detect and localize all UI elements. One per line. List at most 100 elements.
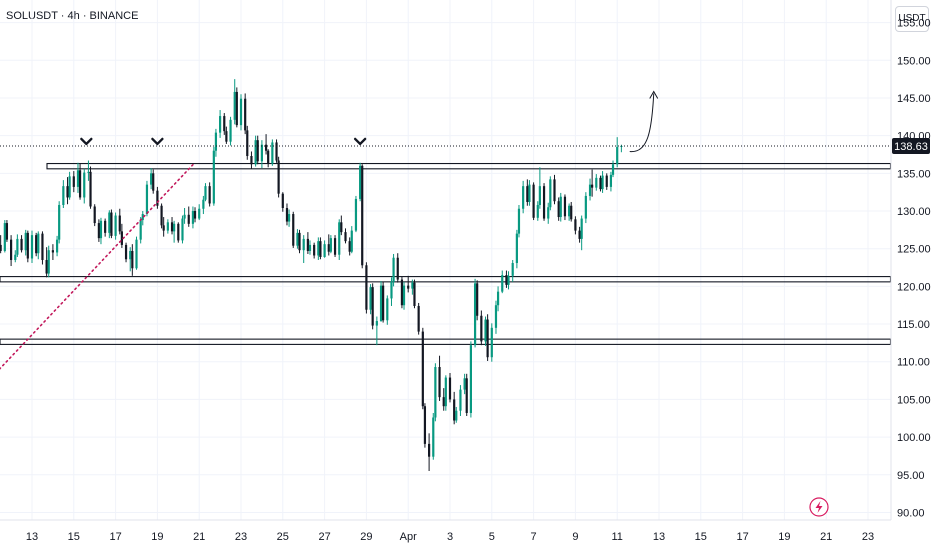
support-zone-0[interactable] (46, 162, 892, 170)
candle (354, 195, 358, 233)
drawings (0, 90, 659, 467)
candle (496, 286, 500, 312)
candle (359, 162, 362, 202)
candle (536, 201, 539, 221)
candle (308, 240, 312, 255)
candle (382, 281, 385, 323)
lightning-icon[interactable] (809, 497, 829, 517)
candle (51, 244, 54, 260)
candle (476, 280, 479, 321)
price-tick-label: 100.00 (897, 432, 931, 444)
time-tick-label: 9 (572, 531, 578, 543)
candle (287, 209, 291, 227)
candle (271, 139, 274, 166)
top-marker-icon (80, 137, 93, 146)
candle (10, 235, 13, 267)
candle (386, 295, 389, 325)
candle (58, 201, 61, 244)
candle (319, 237, 322, 260)
candle (233, 79, 236, 125)
candle (609, 171, 613, 192)
support-zone-1[interactable] (0, 276, 892, 283)
candle (198, 204, 201, 221)
candle (20, 235, 23, 253)
price-tick-label: 125.00 (897, 244, 931, 256)
candle (162, 217, 165, 237)
candle (448, 373, 452, 403)
candle (480, 310, 483, 346)
time-tick-label: 17 (109, 531, 121, 543)
time-tick-label: 17 (736, 531, 748, 543)
candle (285, 203, 289, 226)
candle (369, 284, 372, 315)
candle (193, 207, 197, 223)
candle (0, 235, 2, 254)
candle (605, 173, 608, 190)
candle (400, 276, 404, 309)
candle (267, 149, 270, 168)
candle (411, 279, 414, 295)
candle (156, 186, 159, 209)
candle (549, 176, 552, 211)
time-tick-label: Apr (400, 531, 417, 543)
time-tick-label: 13 (653, 531, 665, 543)
candle (526, 179, 529, 206)
candle (41, 231, 44, 265)
candle (83, 168, 86, 204)
time-tick-label: 5 (489, 531, 495, 543)
candle (323, 240, 326, 258)
candle (317, 237, 320, 260)
candle (465, 373, 468, 416)
candle (26, 230, 29, 263)
candle (538, 167, 541, 209)
candle (177, 222, 180, 243)
projection-arrow-icon (629, 93, 655, 152)
candle (563, 194, 567, 221)
candle (89, 166, 92, 209)
candle (76, 162, 80, 193)
grid (0, 0, 891, 520)
candle (392, 253, 395, 287)
price-tick-label: 110.00 (897, 357, 930, 369)
current-price-tag: 138.63 (0, 137, 930, 154)
candle (522, 180, 525, 214)
time-tick-label: 15 (695, 531, 707, 543)
currency-button[interactable]: USDT (895, 6, 929, 32)
candle (225, 126, 228, 144)
time-tick-label: 27 (318, 531, 330, 543)
candle (568, 203, 571, 221)
candle (455, 406, 458, 423)
candle (532, 182, 535, 221)
time-tick-label: 19 (778, 531, 790, 543)
price-tick-label: 90.00 (897, 507, 925, 519)
candle (371, 283, 374, 330)
candle (515, 229, 518, 269)
candle (16, 234, 19, 257)
support-zone-2[interactable] (0, 338, 892, 345)
candle (557, 197, 560, 221)
candle (55, 235, 59, 257)
candle (494, 300, 498, 334)
time-axis: 13 15 17 19 21 23 25 27 29 Apr 3 5 7 9 11 13 15 17 19 21 23 (26, 531, 874, 543)
candle (578, 226, 581, 243)
candle (277, 156, 280, 198)
candle (473, 278, 477, 348)
ascending-trendline[interactable] (0, 162, 196, 467)
candle (402, 281, 406, 310)
time-tick-label: 15 (68, 531, 80, 543)
candle (444, 375, 447, 411)
candle (246, 125, 249, 160)
candle (87, 160, 90, 181)
time-tick-label: 25 (277, 531, 289, 543)
candle (120, 223, 123, 248)
time-tick-label: 11 (611, 531, 622, 543)
candle (601, 171, 604, 193)
candle (505, 270, 508, 288)
candle (208, 182, 211, 207)
candle (428, 433, 431, 472)
candle (5, 220, 9, 242)
candle (469, 341, 472, 418)
price-tick-label: 135.00 (897, 168, 931, 180)
candle (580, 215, 583, 251)
